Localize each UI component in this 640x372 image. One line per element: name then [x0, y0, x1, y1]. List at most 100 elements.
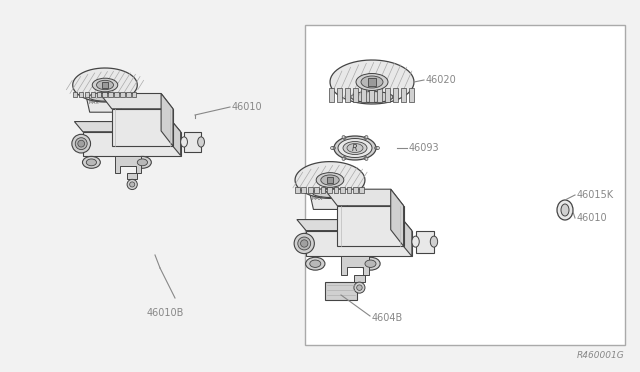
Bar [314, 187, 319, 193]
Bar [97, 92, 100, 97]
Circle shape [342, 136, 346, 139]
Bar [102, 92, 107, 97]
Bar [325, 282, 357, 300]
Ellipse shape [89, 93, 121, 101]
Polygon shape [161, 93, 173, 146]
Circle shape [365, 135, 368, 138]
Ellipse shape [561, 204, 569, 216]
Bar [401, 88, 406, 102]
Bar [301, 187, 306, 193]
Ellipse shape [338, 138, 372, 157]
Ellipse shape [138, 159, 147, 166]
Circle shape [356, 285, 362, 291]
Ellipse shape [361, 76, 383, 88]
Circle shape [330, 147, 333, 150]
Circle shape [365, 157, 368, 160]
Ellipse shape [430, 236, 438, 247]
Ellipse shape [294, 233, 314, 254]
Bar [73, 92, 77, 97]
Polygon shape [324, 189, 404, 206]
Ellipse shape [412, 236, 419, 247]
Circle shape [376, 147, 380, 150]
Text: 46015K: 46015K [577, 190, 614, 200]
Circle shape [342, 157, 346, 160]
Polygon shape [100, 93, 173, 109]
Text: R460001G: R460001G [577, 351, 625, 360]
Ellipse shape [301, 240, 308, 247]
Bar [368, 78, 376, 86]
Bar [115, 92, 118, 97]
Ellipse shape [316, 173, 344, 187]
Polygon shape [354, 275, 365, 282]
Ellipse shape [334, 136, 376, 160]
Polygon shape [330, 60, 414, 104]
Ellipse shape [365, 260, 376, 267]
Circle shape [354, 282, 365, 293]
Circle shape [332, 147, 335, 150]
Text: 46010: 46010 [232, 102, 262, 112]
Text: 46020: 46020 [426, 75, 457, 85]
Bar [305, 25, 625, 345]
Ellipse shape [72, 134, 90, 153]
Ellipse shape [361, 257, 380, 270]
Text: 46093: 46093 [409, 143, 440, 153]
Ellipse shape [351, 92, 393, 103]
Bar [361, 88, 366, 102]
Bar [329, 88, 334, 102]
Polygon shape [415, 231, 434, 253]
Circle shape [342, 135, 345, 138]
Bar [327, 177, 333, 183]
Bar [308, 187, 312, 193]
Circle shape [343, 157, 346, 160]
Circle shape [364, 157, 367, 160]
Ellipse shape [76, 138, 87, 150]
Circle shape [342, 157, 345, 160]
Bar [79, 92, 83, 97]
Polygon shape [115, 155, 141, 173]
Bar [333, 187, 339, 193]
Bar [126, 92, 131, 97]
Ellipse shape [298, 237, 310, 250]
Ellipse shape [347, 144, 363, 153]
Polygon shape [83, 132, 180, 155]
Circle shape [376, 147, 378, 150]
Circle shape [130, 182, 135, 187]
Bar [360, 187, 364, 193]
Polygon shape [297, 219, 412, 231]
Circle shape [364, 137, 367, 140]
Bar [347, 187, 351, 193]
Bar [393, 88, 398, 102]
Bar [337, 88, 342, 102]
Ellipse shape [180, 137, 188, 147]
Ellipse shape [310, 260, 321, 267]
Polygon shape [306, 231, 412, 256]
Bar [327, 187, 332, 193]
Circle shape [343, 137, 346, 140]
Ellipse shape [134, 156, 151, 168]
Bar [340, 187, 345, 193]
Bar [90, 92, 95, 97]
Ellipse shape [321, 175, 339, 185]
Polygon shape [295, 161, 365, 198]
Bar [102, 83, 108, 87]
Polygon shape [172, 122, 180, 155]
Ellipse shape [97, 80, 113, 90]
Bar [321, 187, 325, 193]
Bar [120, 92, 125, 97]
Circle shape [333, 147, 335, 150]
Text: 46010: 46010 [577, 213, 607, 223]
Polygon shape [337, 206, 404, 246]
Polygon shape [310, 193, 350, 209]
Bar [345, 88, 350, 102]
Bar [108, 92, 113, 97]
Bar [409, 88, 414, 102]
Polygon shape [403, 219, 412, 256]
Bar [295, 187, 300, 193]
Text: MAX: MAX [312, 196, 323, 201]
Ellipse shape [343, 141, 367, 154]
Ellipse shape [557, 200, 573, 220]
Ellipse shape [78, 140, 84, 147]
Text: 4604B: 4604B [372, 313, 403, 323]
Bar [385, 88, 390, 102]
Text: 46010B: 46010B [147, 308, 184, 318]
